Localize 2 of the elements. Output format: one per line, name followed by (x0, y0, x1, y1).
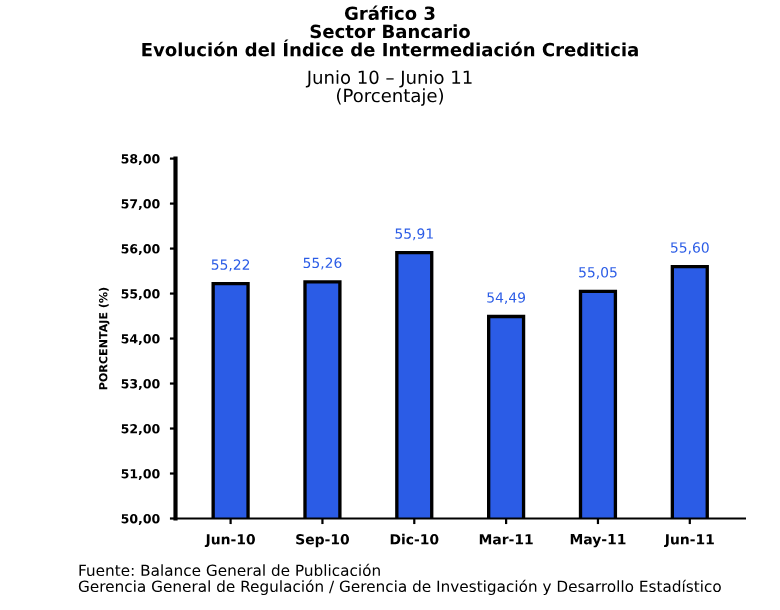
chart-title: Gráfico 3 Sector Bancario Evolución del Índice de Intermediación Crediticia (142, 5, 638, 57)
chart-subtitle: Junio 10 – Junio 11 (Porcentaje) (305, 70, 472, 106)
